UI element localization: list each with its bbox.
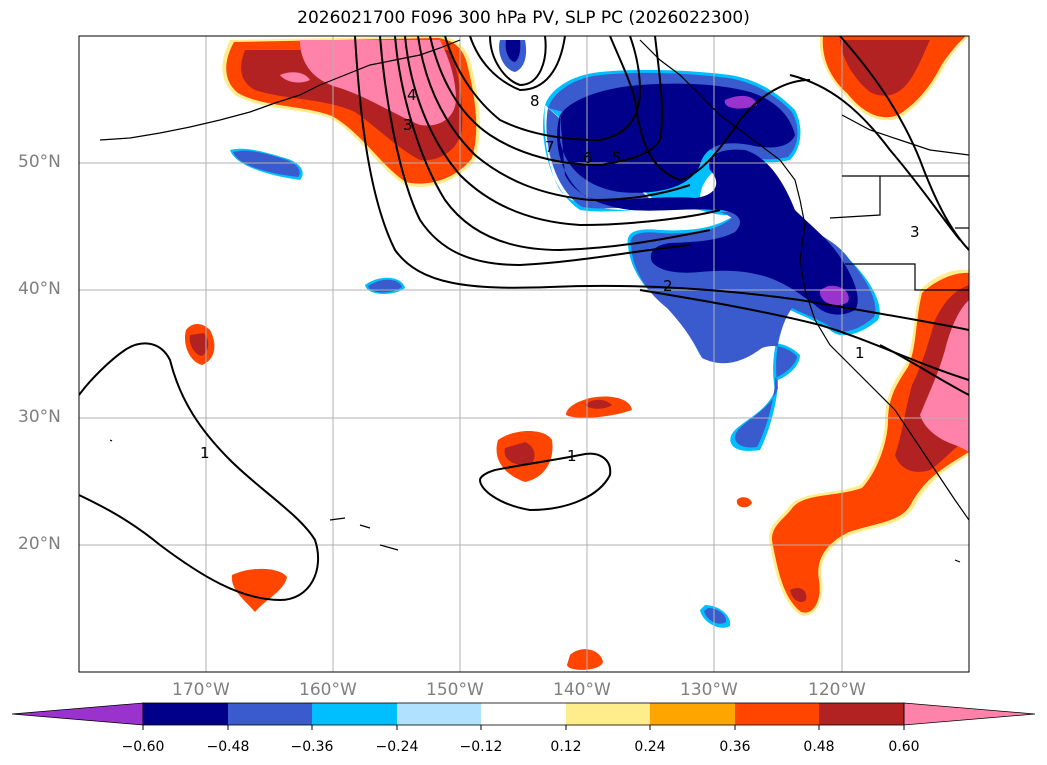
lon-label-140w: 140°W bbox=[553, 680, 611, 700]
pv-positive-small-blobs bbox=[184, 324, 752, 670]
colorbar-tick-label: −0.60 bbox=[121, 739, 165, 755]
map-title: 2026021700 F096 300 hPa PV, SLP PC (2026… bbox=[297, 8, 750, 28]
coastlines bbox=[99, 39, 969, 563]
colorbar-bin bbox=[481, 703, 566, 725]
colorbar-bin bbox=[143, 703, 228, 725]
lat-label-40n: 40°N bbox=[18, 279, 61, 299]
lon-label-120w: 120°W bbox=[808, 680, 866, 700]
colorbar-tick-label: −0.36 bbox=[290, 739, 334, 755]
colorbar-bin bbox=[566, 703, 650, 725]
colorbar-bin bbox=[397, 703, 481, 725]
lon-label-150w: 150°W bbox=[426, 680, 484, 700]
colorbar-extend-max bbox=[903, 702, 1036, 726]
contour-label: 4 bbox=[407, 86, 417, 104]
contour-label: 5 bbox=[612, 149, 622, 167]
colorbar-tick-label: 0.12 bbox=[550, 739, 582, 755]
lon-label-170w: 170°W bbox=[172, 680, 230, 700]
map-plot-area: 8 7 6 5 4 3 3 2 1 1 1 bbox=[79, 36, 969, 672]
pv-positive-region-alaska bbox=[222, 36, 480, 188]
colorbar-bin bbox=[312, 703, 397, 725]
pv-negative-region-trough bbox=[499, 40, 880, 451]
contour-label: 1 bbox=[855, 344, 865, 362]
colorbar-tick-label: −0.24 bbox=[375, 739, 419, 755]
colorbar-tick-label: 0.48 bbox=[803, 739, 835, 755]
contour-label: 3 bbox=[403, 116, 413, 134]
lat-label-20n: 20°N bbox=[18, 534, 61, 554]
contour-label: 2 bbox=[663, 277, 673, 295]
gridlines bbox=[79, 36, 969, 672]
colorbar-tick-label: 0.36 bbox=[719, 739, 751, 755]
pv-positive-region-california bbox=[769, 269, 969, 616]
colorbar-tick-label: 0.24 bbox=[634, 739, 666, 755]
lat-label-50n: 50°N bbox=[18, 152, 61, 172]
contour-label: 6 bbox=[583, 149, 593, 167]
contour-label: 3 bbox=[910, 223, 920, 241]
contour-label: 1 bbox=[200, 444, 210, 462]
slp-contours bbox=[79, 36, 969, 602]
colorbar-bin bbox=[819, 703, 904, 725]
lon-label-160w: 160°W bbox=[299, 680, 357, 700]
contour-label: 1 bbox=[567, 447, 577, 465]
colorbar-bin bbox=[650, 703, 735, 725]
lat-label-30n: 30°N bbox=[18, 407, 61, 427]
map-frame bbox=[78, 35, 970, 673]
colorbar-bin bbox=[735, 703, 819, 725]
lon-label-130w: 130°W bbox=[680, 680, 738, 700]
contour-label: 8 bbox=[530, 92, 540, 110]
colorbar-bin bbox=[228, 703, 312, 725]
contour-labels: 8 7 6 5 4 3 3 2 1 1 1 bbox=[200, 86, 920, 465]
colorbar-tick-label: −0.48 bbox=[206, 739, 250, 755]
colorbar-tick-label: 0.60 bbox=[888, 739, 920, 755]
colorbar-tick-label: −0.12 bbox=[459, 739, 503, 755]
colorbar bbox=[11, 702, 1036, 730]
colorbar-extend-min bbox=[11, 702, 144, 726]
contour-label: 7 bbox=[545, 138, 555, 156]
